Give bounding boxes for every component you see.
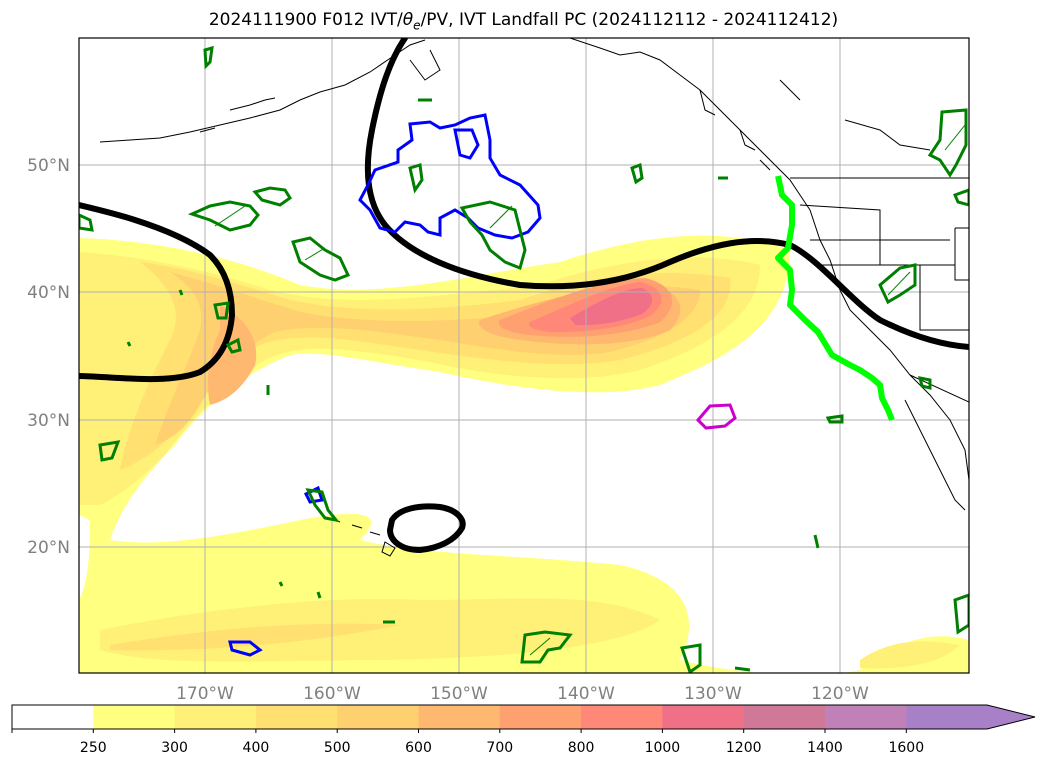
colorbar-cell (825, 705, 907, 729)
colorbar-outline (11, 704, 1036, 730)
ivt-shading (79, 235, 969, 673)
colorbar-cell (337, 705, 419, 729)
colorbar-cell (255, 705, 338, 729)
blue-contour-north (358, 113, 542, 240)
lat-label-30: 30°N (27, 411, 70, 431)
marker-ring (695, 403, 737, 430)
pv-contours (79, 38, 969, 554)
lon-label-160: 160°W (303, 684, 361, 704)
theta-e-hatching (214, 124, 966, 656)
ivt-band-400 (110, 262, 731, 651)
colorbar-tick-label: 800 (568, 740, 595, 756)
colorbar-cell (662, 705, 745, 729)
colorbar-tick-label: 500 (324, 740, 351, 756)
colorbar-tick-label: 600 (405, 740, 432, 756)
map-title: 2024111900 F012 IVT/θe/PV, IVT Landfall … (208, 10, 839, 33)
lat-label-50: 50°N (27, 156, 70, 176)
lon-label-120: 120°W (811, 684, 869, 704)
map-frame (78, 37, 970, 674)
colorbar-tick-label: 300 (161, 740, 188, 756)
colorbar-cell (743, 705, 826, 729)
colorbar-tick-label: 250 (80, 740, 107, 756)
coast-baja (904, 399, 966, 511)
colorbar-tick-label: 700 (486, 740, 513, 756)
colorbar-tick-label: 1000 (645, 740, 681, 756)
colorbar-cell (906, 705, 1035, 729)
colorbar-tick-label: 1600 (888, 740, 924, 756)
pv-contour-hawaii (386, 503, 466, 554)
colorbar: 250 300 400 500 600 700 800 1000 1200 1400 1600 (11, 704, 1036, 756)
lon-label-170: 170°W (176, 684, 234, 704)
colorbar-cell (174, 705, 257, 729)
colorbar-cell (499, 705, 582, 729)
colorbar-cell (581, 705, 663, 729)
pv-contour-main (364, 38, 969, 350)
colorbar-cell (93, 705, 176, 729)
colorbar-tick-label: 1200 (726, 740, 762, 756)
coast-bc-islands (699, 79, 801, 171)
lon-label-150: 150°W (430, 684, 488, 704)
coast-alaska-peninsula (199, 97, 276, 133)
lat-labels: 50°N 40°N 30°N 20°N (27, 156, 70, 558)
graticule (79, 38, 969, 673)
lat-label-40: 40°N (27, 283, 70, 303)
lon-label-140: 140°W (557, 684, 615, 704)
lon-label-130: 130°W (684, 684, 742, 704)
ivt-band-1000 (570, 288, 653, 326)
colorbar-tick-label: 1400 (807, 740, 843, 756)
lon-labels: 170°W 160°W 150°W 140°W 130°W 120°W (176, 684, 869, 704)
ivt-landfall-line (775, 175, 895, 422)
theta-e-positive-contours (79, 45, 969, 673)
colorbar-tick-label: 400 (243, 740, 270, 756)
lat-label-20: 20°N (27, 538, 70, 558)
coast-alaska (99, 38, 969, 481)
colorbar-cell (418, 705, 501, 729)
pv-contour-west (79, 202, 236, 383)
colorbar-cell-below (12, 705, 94, 729)
blue-contour-south (228, 640, 263, 657)
